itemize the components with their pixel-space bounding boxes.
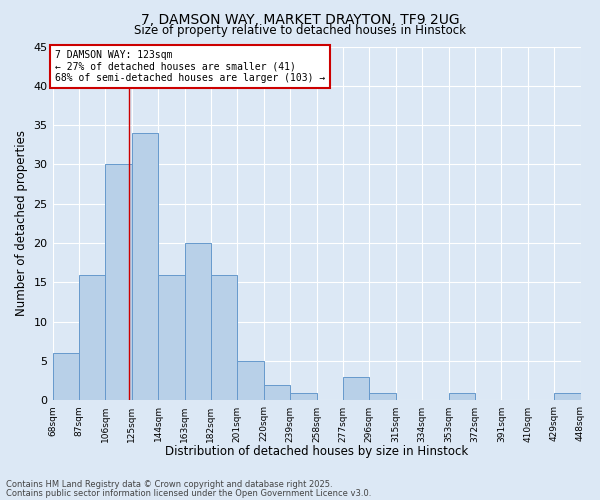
Bar [185, 243, 211, 400]
Bar [449, 392, 475, 400]
Bar [53, 354, 79, 401]
Bar [264, 385, 290, 400]
Bar [290, 392, 317, 400]
Text: 7, DAMSON WAY, MARKET DRAYTON, TF9 2UG: 7, DAMSON WAY, MARKET DRAYTON, TF9 2UG [140, 12, 460, 26]
Bar [211, 274, 238, 400]
Bar [132, 133, 158, 400]
Bar [343, 377, 370, 400]
Text: 7 DAMSON WAY: 123sqm
← 27% of detached houses are smaller (41)
68% of semi-detac: 7 DAMSON WAY: 123sqm ← 27% of detached h… [55, 50, 325, 83]
Bar [238, 361, 264, 401]
Bar [554, 392, 581, 400]
Text: Size of property relative to detached houses in Hinstock: Size of property relative to detached ho… [134, 24, 466, 37]
Bar [106, 164, 132, 400]
Bar [79, 274, 106, 400]
Y-axis label: Number of detached properties: Number of detached properties [15, 130, 28, 316]
Text: Contains public sector information licensed under the Open Government Licence v3: Contains public sector information licen… [6, 490, 371, 498]
Bar [158, 274, 185, 400]
Bar [370, 392, 396, 400]
Text: Contains HM Land Registry data © Crown copyright and database right 2025.: Contains HM Land Registry data © Crown c… [6, 480, 332, 489]
X-axis label: Distribution of detached houses by size in Hinstock: Distribution of detached houses by size … [165, 444, 468, 458]
